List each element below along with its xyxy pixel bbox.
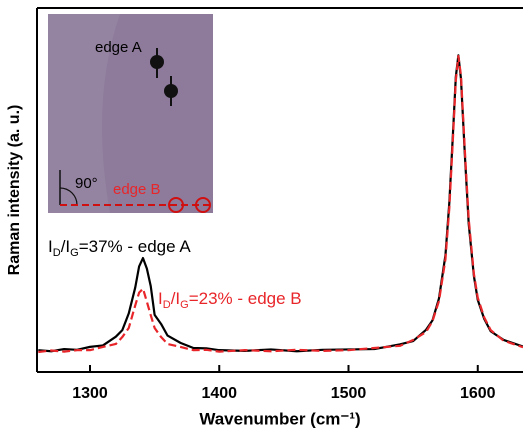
annotation-text: /I	[171, 289, 180, 308]
annotation-text: =23% - edge B	[189, 289, 302, 308]
inset-dot	[150, 55, 164, 69]
x-tick-label: 1500	[331, 385, 367, 402]
annotation-subscript: G	[70, 247, 79, 259]
inset-label: edge B	[113, 181, 161, 198]
annotation-subscript: D	[163, 299, 171, 311]
axes-frame	[36, 7, 523, 373]
annotation-subscript: D	[53, 247, 61, 259]
x-tick-label: 1300	[72, 385, 108, 402]
annotation-text: I	[158, 289, 163, 308]
annotation-text: I	[48, 237, 53, 256]
inset-angle-arc	[59, 187, 78, 206]
annotation-text: =37% - edge A	[79, 237, 192, 256]
annotation: ID/IG=37% - edge A	[48, 237, 191, 258]
inset-label: edge A	[95, 39, 142, 56]
inset-dot	[164, 84, 178, 98]
inset-circle	[195, 197, 211, 213]
plot-area	[38, 54, 523, 354]
annotation: ID/IG=23% - edge B	[158, 289, 302, 310]
y-axis-label: Raman intensity (a. u.)	[6, 105, 23, 276]
annotation-text: /I	[61, 237, 70, 256]
x-tick-label: 1600	[460, 385, 496, 402]
x-axis-label: Wavenumber (cm⁻¹)	[199, 409, 360, 428]
annotation-subscript: G	[180, 299, 189, 311]
inset-circle	[168, 197, 184, 213]
inset-photo: edge A 90° edge B	[48, 14, 213, 213]
inset-label: 90°	[75, 175, 98, 192]
inset-flake	[48, 14, 120, 213]
x-tick-label: 1400	[201, 385, 237, 402]
